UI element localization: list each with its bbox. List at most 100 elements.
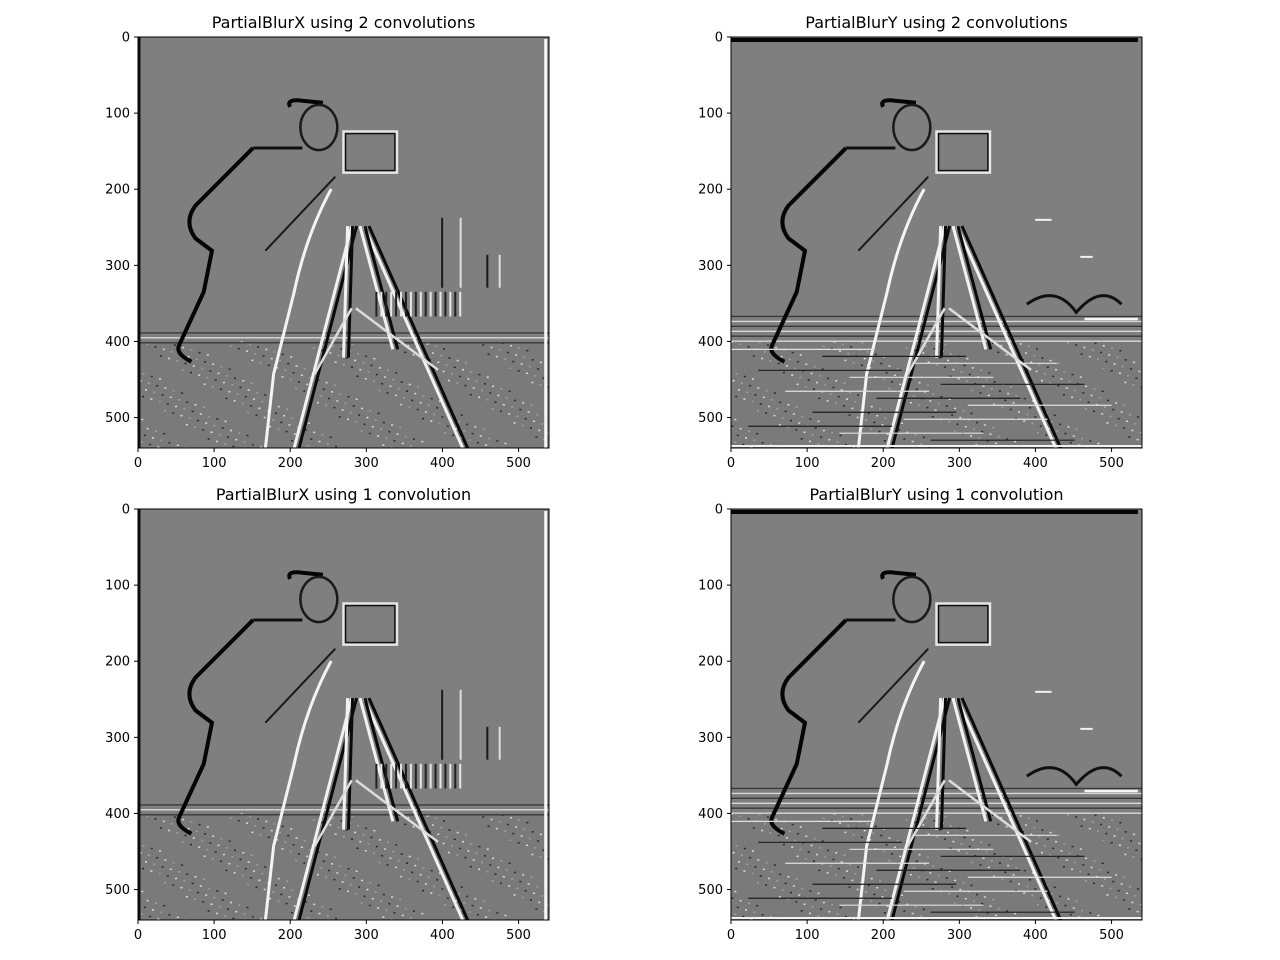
ground-speck <box>521 424 524 427</box>
ground-speck <box>233 400 236 402</box>
ground-speck <box>1071 868 1074 870</box>
ground-speck <box>1137 888 1140 890</box>
ground-speck <box>1114 896 1117 899</box>
ground-speck <box>239 858 242 861</box>
ground-speck <box>518 819 521 822</box>
ground-speck <box>734 418 737 421</box>
ground-speck <box>869 367 872 369</box>
ground-speck <box>285 430 288 433</box>
figure-back-edge <box>176 570 324 836</box>
ground-speck <box>1131 901 1134 904</box>
ground-speck <box>807 851 810 853</box>
ground-speck <box>531 853 534 856</box>
ground-speck <box>998 390 1001 392</box>
tripod-leg-light <box>885 225 947 448</box>
ground-speck <box>158 872 161 875</box>
ground-speck <box>329 436 332 439</box>
ground-speck <box>468 911 471 913</box>
ground-speck <box>1050 893 1053 895</box>
tripod-leg-dark <box>367 697 469 920</box>
tripod-leg-light <box>885 697 947 920</box>
ground-speck <box>523 356 526 359</box>
ground-speck <box>817 892 820 895</box>
image-content <box>138 37 549 448</box>
ground-speck <box>504 830 507 832</box>
ground-speck <box>1106 422 1109 424</box>
ground-speck <box>1137 416 1140 418</box>
ground-speck <box>261 872 264 875</box>
ground-speck <box>528 365 531 368</box>
ground-speck <box>952 368 955 371</box>
ground-speck <box>362 362 365 364</box>
ground-speck <box>285 880 288 882</box>
ground-speck <box>866 823 869 825</box>
ground-speck <box>1097 358 1100 360</box>
ground-speck <box>274 884 277 887</box>
ground-speck <box>146 427 149 430</box>
ground-speck <box>1009 880 1012 883</box>
ground-speck <box>530 404 533 407</box>
ground-speck <box>788 358 791 361</box>
ground-speck <box>853 918 856 920</box>
ground-speck <box>356 353 359 355</box>
ground-speck <box>250 877 253 879</box>
tripod-leg-light <box>358 697 395 822</box>
x-tick-label: 300 <box>354 456 379 471</box>
ground-speck <box>281 353 284 356</box>
ground-speck <box>524 890 527 892</box>
ground-speck <box>325 381 328 384</box>
ground-speck <box>882 378 885 381</box>
ground-speck <box>1099 351 1102 354</box>
ground-speck <box>912 867 915 869</box>
ground-speck <box>262 355 265 357</box>
ground-speck <box>389 857 392 859</box>
ground-speck <box>378 861 381 864</box>
ground-speck <box>288 424 291 426</box>
ground-speck <box>166 403 169 405</box>
ground-speck <box>822 901 825 904</box>
ground-speck <box>182 346 185 349</box>
ground-speck <box>828 438 831 441</box>
ground-speck <box>970 884 973 887</box>
ground-speck <box>377 435 380 437</box>
tripod-leg-dark <box>367 225 469 448</box>
ground-speck <box>731 341 733 343</box>
ground-speck <box>213 896 216 899</box>
ground-speck <box>261 400 264 403</box>
ground-speck <box>1086 446 1089 448</box>
ground-speck <box>1026 885 1029 888</box>
ground-speck <box>1104 406 1107 408</box>
ground-speck <box>940 396 943 398</box>
ground-speck <box>1125 892 1128 895</box>
ground-speck <box>918 876 921 878</box>
ground-speck <box>235 910 238 913</box>
ground-speck <box>364 378 367 380</box>
ground-speck <box>391 896 394 898</box>
ground-speck <box>1009 408 1012 411</box>
ground-speck <box>935 363 938 366</box>
ground-speck <box>487 825 490 827</box>
ground-speck <box>163 881 166 884</box>
ground-speck <box>757 387 760 389</box>
ground-speck <box>259 834 262 836</box>
ground-speck <box>183 880 186 882</box>
ground-speck <box>168 914 171 916</box>
ground-speck <box>739 815 742 818</box>
ground-speck <box>373 829 376 832</box>
ground-speck <box>1023 397 1026 400</box>
ground-speck <box>304 901 307 903</box>
ground-speck <box>270 357 273 360</box>
ground-speck <box>815 381 818 384</box>
ground-speck <box>446 897 449 899</box>
ground-speck <box>290 828 293 830</box>
ground-speck <box>1079 848 1082 850</box>
ground-speck <box>229 901 232 904</box>
ground-speck <box>480 861 483 864</box>
ground-speck <box>225 847 228 849</box>
ground-speck <box>757 859 760 861</box>
ground-speck <box>1039 425 1042 427</box>
ground-speck <box>860 836 863 839</box>
ground-speck <box>739 427 742 430</box>
ground-speck <box>358 414 361 416</box>
